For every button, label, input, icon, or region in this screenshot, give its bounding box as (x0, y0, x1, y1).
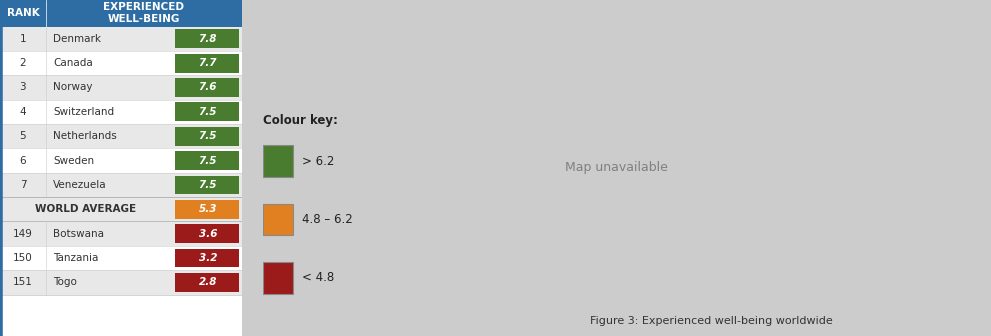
Text: 5.3: 5.3 (198, 204, 217, 214)
Text: Netherlands: Netherlands (54, 131, 117, 141)
Text: RANK: RANK (7, 8, 40, 18)
FancyBboxPatch shape (175, 200, 239, 219)
Text: 4.8 – 6.2: 4.8 – 6.2 (302, 213, 353, 226)
FancyBboxPatch shape (175, 224, 239, 243)
FancyBboxPatch shape (175, 102, 239, 121)
FancyBboxPatch shape (175, 151, 239, 170)
FancyBboxPatch shape (0, 27, 242, 51)
Text: Colour key:: Colour key: (263, 114, 338, 127)
Text: 3.6: 3.6 (198, 229, 217, 239)
FancyBboxPatch shape (175, 175, 239, 194)
Text: Togo: Togo (54, 278, 77, 287)
Text: 7.5: 7.5 (198, 131, 217, 141)
Text: 2.8: 2.8 (198, 278, 217, 287)
FancyBboxPatch shape (175, 273, 239, 292)
Text: 7.5: 7.5 (198, 107, 217, 117)
FancyBboxPatch shape (175, 54, 239, 73)
FancyBboxPatch shape (0, 124, 242, 149)
Text: 7.6: 7.6 (198, 83, 217, 92)
Text: 7.5: 7.5 (198, 156, 217, 166)
FancyBboxPatch shape (0, 221, 242, 246)
Text: 2: 2 (20, 58, 27, 68)
Text: > 6.2: > 6.2 (302, 155, 334, 168)
Text: Switzerland: Switzerland (54, 107, 114, 117)
Text: 7: 7 (20, 180, 27, 190)
Text: < 4.8: < 4.8 (302, 271, 334, 285)
Text: Venezuela: Venezuela (54, 180, 107, 190)
FancyBboxPatch shape (0, 100, 242, 124)
Text: WORLD AVERAGE: WORLD AVERAGE (36, 204, 137, 214)
Text: 5: 5 (20, 131, 27, 141)
Text: Tanzania: Tanzania (54, 253, 98, 263)
Text: Figure 3: Experienced well-being worldwide: Figure 3: Experienced well-being worldwi… (590, 316, 832, 326)
Text: EXPERIENCED
WELL-BEING: EXPERIENCED WELL-BEING (103, 2, 184, 24)
FancyBboxPatch shape (263, 262, 293, 294)
FancyBboxPatch shape (175, 249, 239, 267)
FancyBboxPatch shape (263, 145, 293, 177)
Text: 7.8: 7.8 (198, 34, 217, 44)
Text: Denmark: Denmark (54, 34, 101, 44)
FancyBboxPatch shape (0, 51, 242, 75)
FancyBboxPatch shape (175, 127, 239, 145)
Text: 1: 1 (20, 34, 27, 44)
FancyBboxPatch shape (0, 149, 242, 173)
Text: 151: 151 (13, 278, 33, 287)
Text: Sweden: Sweden (54, 156, 94, 166)
FancyBboxPatch shape (0, 75, 242, 100)
FancyBboxPatch shape (175, 30, 239, 48)
FancyBboxPatch shape (0, 270, 242, 295)
Text: Map unavailable: Map unavailable (565, 162, 668, 174)
Text: 6: 6 (20, 156, 27, 166)
FancyBboxPatch shape (0, 246, 242, 270)
Text: Norway: Norway (54, 83, 93, 92)
Text: 4: 4 (20, 107, 27, 117)
FancyBboxPatch shape (0, 197, 242, 221)
Text: 150: 150 (13, 253, 33, 263)
FancyBboxPatch shape (0, 0, 242, 27)
Text: Canada: Canada (54, 58, 93, 68)
Text: Botswana: Botswana (54, 229, 104, 239)
FancyBboxPatch shape (0, 173, 242, 197)
FancyBboxPatch shape (263, 204, 293, 235)
Text: 7.7: 7.7 (198, 58, 217, 68)
Text: 7.5: 7.5 (198, 180, 217, 190)
FancyBboxPatch shape (175, 78, 239, 97)
Text: 149: 149 (13, 229, 33, 239)
Text: 3.2: 3.2 (198, 253, 217, 263)
Text: 3: 3 (20, 83, 27, 92)
